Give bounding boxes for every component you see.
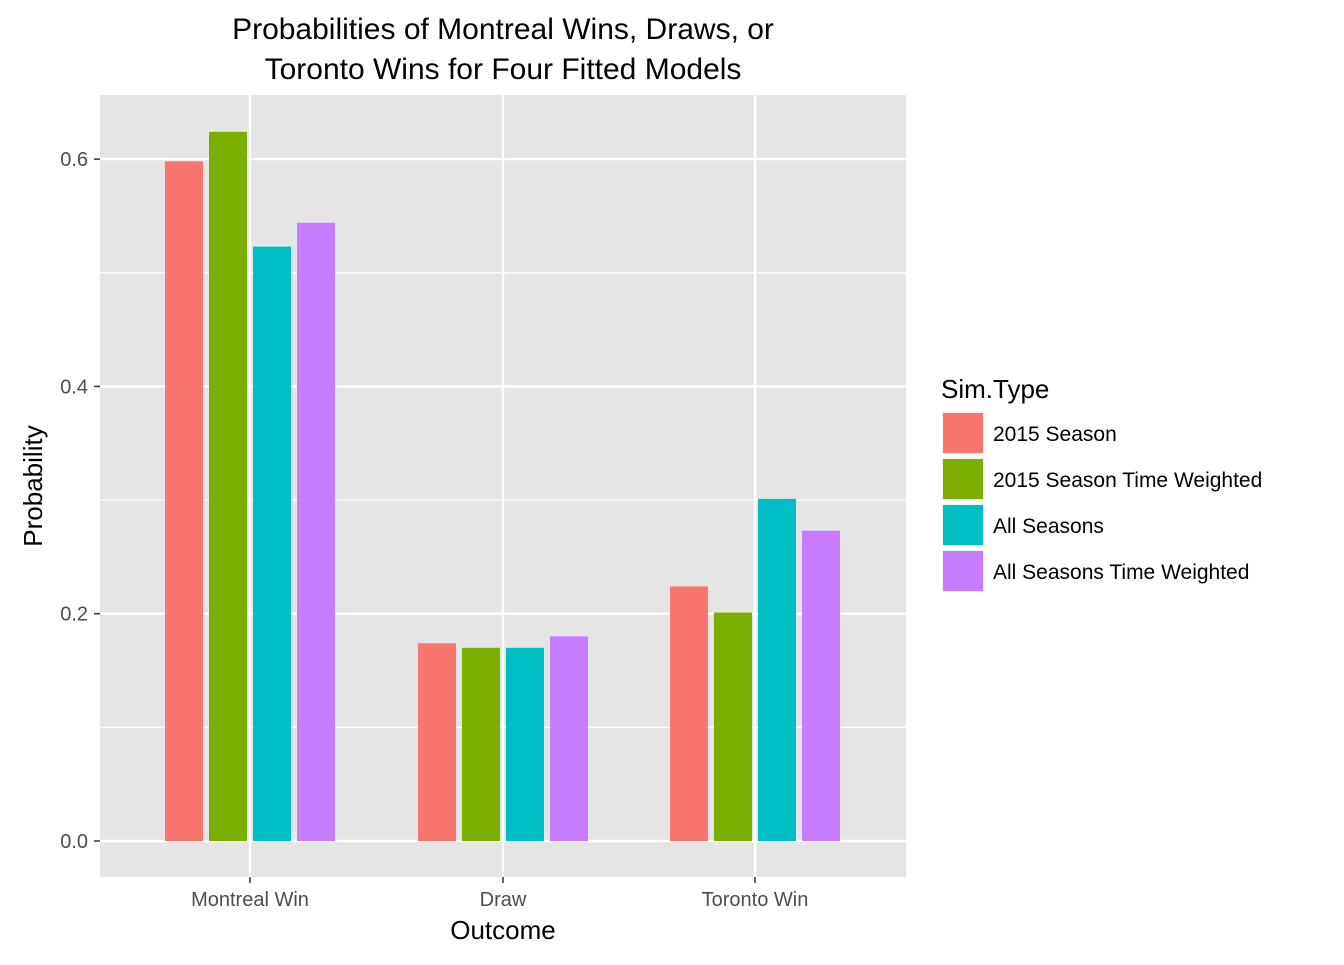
axis-layer: 0.0 0.2 0.4 0.6 Montreal Win Draw Toronto Win — [60, 149, 808, 911]
x-tick-label: Draw — [480, 889, 527, 911]
y-tick-label: 0.0 — [60, 831, 88, 853]
bar — [418, 643, 456, 841]
chart-title-line-1: Probabilities of Montreal Wins, Draws, o… — [232, 13, 774, 46]
legend-label: 2015 Season — [993, 423, 1117, 446]
legend-title: Sim.Type — [941, 374, 1049, 404]
bar — [714, 612, 752, 841]
bar — [758, 498, 796, 841]
bar — [670, 586, 708, 841]
bar — [802, 530, 840, 841]
legend-key — [943, 413, 983, 453]
legend-key — [943, 551, 983, 591]
y-tick-label: 0.4 — [60, 376, 88, 398]
bar — [462, 647, 500, 841]
bar — [506, 647, 544, 841]
x-tick-label: Montreal Win — [191, 889, 309, 911]
legend-label: 2015 Season Time Weighted — [993, 469, 1262, 492]
legend-label: All Seasons Time Weighted — [993, 561, 1249, 584]
legend: Sim.Type 2015 Season 2015 Season Time Wei… — [941, 374, 1262, 592]
bar — [253, 246, 291, 842]
y-axis-title: Probability — [18, 425, 48, 546]
legend-key — [943, 505, 983, 545]
legend-key — [943, 459, 983, 499]
bar — [550, 636, 588, 841]
bar — [297, 222, 335, 841]
bars-layer — [165, 131, 840, 842]
chart-title-line-2: Toronto Wins for Four Fitted Models — [265, 53, 742, 86]
x-tick-label: Toronto Win — [702, 889, 809, 911]
y-tick-label: 0.6 — [60, 149, 88, 171]
x-axis-title: Outcome — [450, 915, 556, 945]
legend-label: All Seasons — [993, 515, 1104, 538]
bar — [165, 161, 203, 842]
legend-items: 2015 Season 2015 Season Time Weighted All … — [942, 412, 1262, 592]
bar — [209, 131, 247, 842]
y-tick-label: 0.2 — [60, 604, 88, 626]
